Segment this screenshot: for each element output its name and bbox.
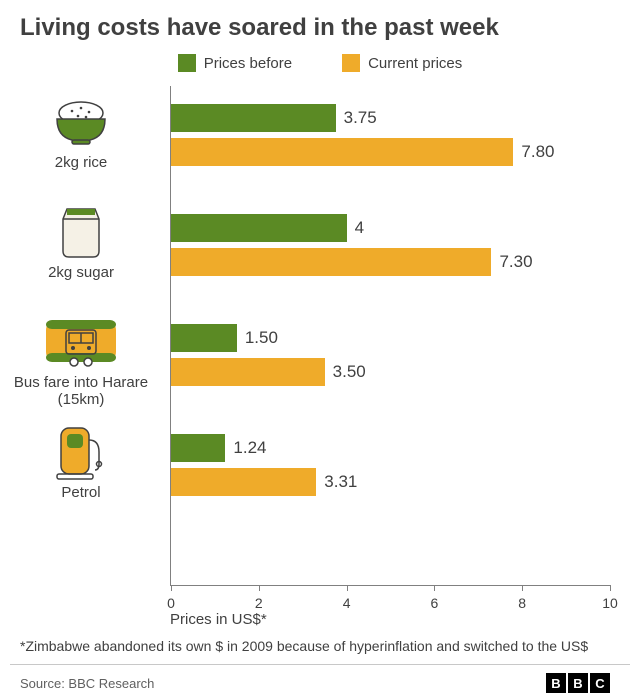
bbc-b1: B [546, 673, 566, 693]
category-label: 2kg rice [1, 154, 161, 171]
plot: 02468102kg rice3.757.802kg sugar47.30Bus… [170, 86, 610, 586]
category-label: Petrol [1, 484, 161, 501]
bbc-logo: B B C [546, 673, 610, 693]
x-tick-label: 2 [255, 595, 263, 611]
bbc-b2: B [568, 673, 588, 693]
legend-before-label: Prices before [204, 55, 292, 72]
bar-before-value: 3.75 [344, 108, 377, 128]
x-tick-label: 0 [167, 595, 175, 611]
x-tick [434, 585, 435, 591]
x-tick-label: 6 [430, 595, 438, 611]
footer: Source: BBC Research B B C [10, 664, 630, 693]
x-tick [610, 585, 611, 591]
legend-current-label: Current prices [368, 55, 462, 72]
bar-current [171, 138, 513, 166]
swatch-current [342, 54, 360, 72]
bbc-c: C [590, 673, 610, 693]
category-item: 2kg sugar [1, 204, 161, 281]
category-label: 2kg sugar [1, 264, 161, 281]
category-item: 2kg rice [1, 94, 161, 171]
bar-before [171, 214, 347, 242]
bar-before [171, 324, 237, 352]
x-tick-label: 10 [602, 595, 618, 611]
bar-current-value: 3.31 [324, 472, 357, 492]
bar-current [171, 468, 316, 496]
bar-before [171, 434, 225, 462]
source-text: Source: BBC Research [20, 676, 154, 691]
legend: Prices before Current prices [0, 50, 640, 86]
footnote: *Zimbabwe abandoned its own $ in 2009 be… [0, 632, 640, 654]
chart-title: Living costs have soared in the past wee… [0, 0, 640, 50]
x-tick [171, 585, 172, 591]
x-tick [259, 585, 260, 591]
bar-before-value: 1.50 [245, 328, 278, 348]
bar-current-value: 7.80 [521, 142, 554, 162]
bar-before [171, 104, 336, 132]
bar-before-value: 1.24 [233, 438, 266, 458]
x-tick-label: 8 [518, 595, 526, 611]
category-label: Bus fare into Harare (15km) [1, 374, 161, 409]
x-axis-label: Prices in US$* [170, 611, 267, 628]
bar-current [171, 248, 491, 276]
legend-before: Prices before [178, 54, 292, 72]
sugar-bag-icon [1, 204, 161, 260]
petrol-pump-icon [1, 424, 161, 480]
bar-current-value: 3.50 [333, 362, 366, 382]
category-item: Petrol [1, 424, 161, 501]
bar-before-value: 4 [355, 218, 364, 238]
x-tick [347, 585, 348, 591]
x-tick [522, 585, 523, 591]
chart-area: 02468102kg rice3.757.802kg sugar47.30Bus… [0, 86, 640, 586]
rice-bowl-icon [1, 94, 161, 150]
x-tick-label: 4 [343, 595, 351, 611]
category-item: Bus fare into Harare (15km) [1, 314, 161, 409]
bar-current [171, 358, 325, 386]
bar-current-value: 7.30 [499, 252, 532, 272]
bus-icon [1, 314, 161, 370]
legend-current: Current prices [342, 54, 462, 72]
swatch-before [178, 54, 196, 72]
